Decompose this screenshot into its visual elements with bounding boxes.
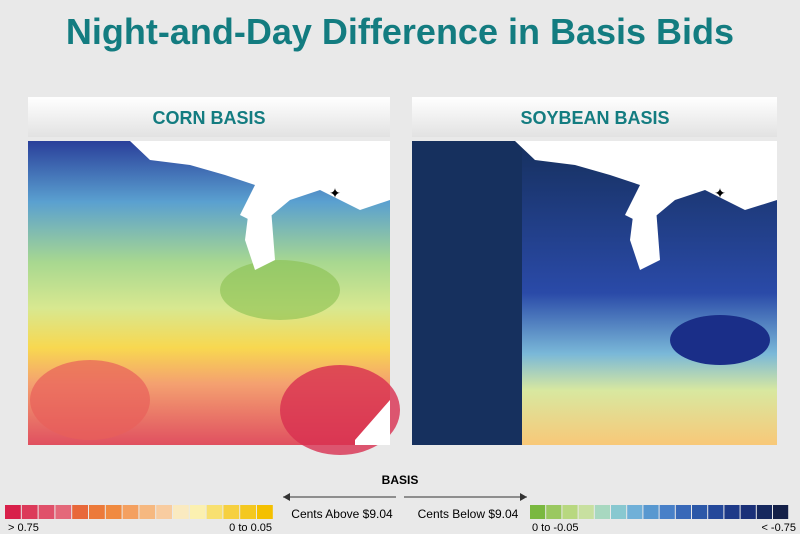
legend-swatch — [139, 505, 156, 519]
legend-swatch — [89, 505, 105, 519]
map-area — [412, 141, 522, 445]
legend-swatch — [611, 505, 627, 519]
legend: BASIS Cents Above $9.04 Cents Below $9.0… — [5, 473, 796, 534]
legend-swatch — [562, 505, 578, 519]
legend-swatch — [257, 505, 273, 519]
legend-swatch — [692, 505, 708, 519]
legend-swatch — [156, 505, 172, 519]
legend-swatch — [643, 505, 659, 519]
legend-swatch — [756, 505, 772, 519]
legend-swatch — [206, 505, 223, 519]
panel-header — [28, 97, 390, 137]
legend-swatch — [578, 505, 594, 519]
panel-header — [412, 97, 777, 137]
lakes — [130, 141, 390, 225]
lake-michigan — [245, 195, 275, 270]
legend-caption: Cents Below $9.04 — [418, 507, 519, 521]
legend-swatch — [740, 505, 756, 519]
map-area — [30, 360, 150, 440]
legend-title: BASIS — [382, 473, 419, 487]
compass: ✦ — [714, 185, 726, 201]
arrowhead — [520, 493, 527, 501]
map-area — [670, 315, 770, 365]
lakes — [515, 141, 777, 225]
legend-swatch — [546, 505, 562, 519]
legend-swatch — [5, 505, 21, 519]
lake-michigan — [630, 195, 660, 270]
legend-label: < -0.75 — [761, 522, 796, 534]
legend-swatch — [173, 505, 189, 519]
legend-swatch — [724, 505, 740, 519]
legend-label: > 0.75 — [8, 522, 39, 534]
legend-label: 0 to 0.05 — [229, 522, 272, 534]
legend-swatch — [530, 505, 546, 519]
legend-swatch — [38, 505, 55, 519]
legend-label: 0 to -0.05 — [532, 522, 578, 534]
legend-swatch — [72, 505, 88, 519]
title: Night-and-Day Difference in Basis Bids — [66, 11, 734, 52]
arrowhead — [283, 493, 290, 501]
legend-swatch — [55, 505, 72, 519]
legend-swatch — [240, 505, 256, 519]
legend-swatch — [675, 505, 691, 519]
compass: ✦ — [329, 185, 341, 201]
legend-swatch — [773, 505, 789, 519]
soy-panel: SOYBEAN BASIS ✦ — [412, 97, 777, 445]
legend-swatch — [122, 505, 139, 519]
legend-swatch — [223, 505, 240, 519]
legend-swatch — [189, 505, 206, 519]
legend-swatch — [659, 505, 675, 519]
corn-panel: CORN BASIS ✦ — [28, 97, 400, 455]
legend-swatch — [627, 505, 643, 519]
panel-title: CORN BASIS — [152, 108, 265, 128]
panel-title: SOYBEAN BASIS — [520, 108, 669, 128]
legend-caption: Cents Above $9.04 — [291, 507, 393, 521]
map-area — [220, 260, 340, 320]
legend-swatch — [708, 505, 724, 519]
ocean — [355, 400, 390, 445]
legend-swatch — [105, 505, 122, 519]
legend-swatch — [21, 505, 38, 519]
legend-swatch — [594, 505, 610, 519]
